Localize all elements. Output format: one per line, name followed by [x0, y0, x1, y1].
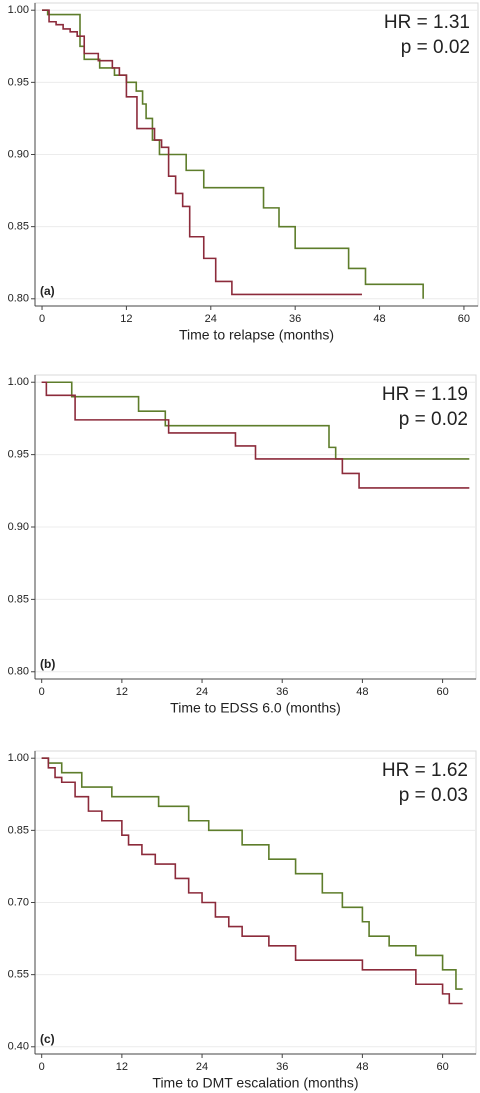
y-tick-label: 0.95	[8, 76, 29, 88]
annotation: HR = 1.19	[382, 384, 468, 405]
y-tick-label: 0.85	[8, 824, 29, 836]
panel-label: (b)	[40, 657, 55, 671]
y-tick-label: 1.00	[8, 376, 29, 388]
x-axis-title: Time to EDSS 6.0 (months)	[170, 700, 341, 716]
x-tick-label: 12	[120, 313, 132, 325]
annotation: p = 0.02	[399, 409, 468, 430]
annotation: p = 0.03	[399, 785, 468, 806]
x-axis-title: Time to DMT escalation (months)	[152, 1075, 358, 1091]
y-tick-label: 0.85	[8, 593, 29, 605]
survival-line	[41, 381, 470, 489]
x-tick-label: 48	[356, 1061, 368, 1073]
survival-line	[41, 757, 463, 1005]
x-tick-label: 48	[356, 686, 368, 698]
x-tick-label: 60	[436, 1061, 448, 1073]
y-tick-label: 0.55	[8, 969, 29, 981]
y-tick-label: 0.95	[8, 449, 29, 461]
x-tick-label: 0	[39, 1061, 45, 1073]
y-tick-label: 1.00	[8, 752, 29, 764]
x-tick-label: 36	[276, 1061, 288, 1073]
annotation: HR = 1.62	[382, 760, 468, 781]
x-tick-label: 24	[196, 686, 208, 698]
x-tick-label: 60	[458, 313, 470, 325]
survival-line	[41, 381, 470, 460]
x-tick-label: 12	[116, 1061, 128, 1073]
y-tick-label: 0.80	[8, 293, 29, 305]
survival-line	[42, 9, 362, 296]
y-tick-label: 0.80	[8, 666, 29, 678]
survival-line	[41, 757, 463, 990]
y-tick-label: 0.40	[8, 1041, 29, 1053]
panel-label: (c)	[40, 1032, 55, 1046]
x-tick-label: 48	[373, 313, 385, 325]
y-tick-label: 0.85	[8, 221, 29, 233]
panel-label: (a)	[40, 284, 55, 298]
x-tick-label: 36	[276, 686, 288, 698]
x-tick-label: 0	[39, 313, 45, 325]
survival-line	[42, 9, 424, 299]
y-tick-label: 0.70	[8, 896, 29, 908]
y-tick-label: 0.90	[8, 521, 29, 533]
y-tick-label: 1.00	[8, 4, 29, 16]
x-tick-label: 12	[116, 686, 128, 698]
x-tick-label: 0	[39, 686, 45, 698]
x-tick-label: 60	[436, 686, 448, 698]
x-tick-label: 24	[196, 1061, 208, 1073]
annotation: p = 0.02	[401, 37, 470, 58]
x-tick-label: 36	[289, 313, 301, 325]
x-axis-title: Time to relapse (months)	[179, 327, 334, 343]
annotation: HR = 1.31	[384, 12, 470, 33]
x-tick-label: 24	[205, 313, 217, 325]
y-tick-label: 0.90	[8, 148, 29, 160]
